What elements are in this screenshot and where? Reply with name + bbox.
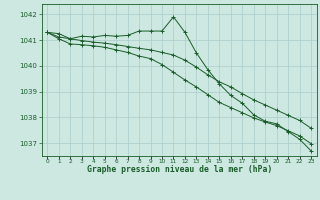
X-axis label: Graphe pression niveau de la mer (hPa): Graphe pression niveau de la mer (hPa) xyxy=(87,165,272,174)
